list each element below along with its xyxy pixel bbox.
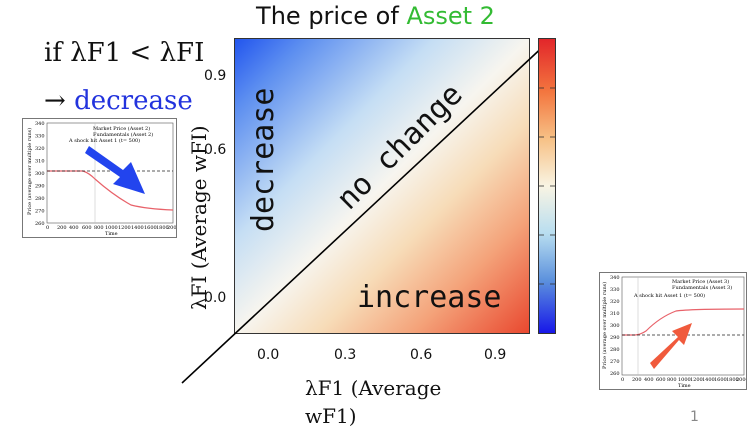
mini-right-ylabel: Price (average over multiple runs) (601, 282, 608, 369)
mini-right-legend-2: A shock hit Asset 1 (t= 500) (633, 292, 705, 299)
mini-right-ytick: 260 (610, 371, 620, 377)
mini-right-ytick: 300 (610, 323, 620, 329)
mini-left-xtick: 0 (46, 225, 49, 231)
mini-left-xtick: 1400 (131, 225, 144, 231)
x-tick-label: 0.0 (257, 347, 280, 363)
mini-right-xtick: 2000 (736, 377, 747, 383)
y-axis-label: λFI (Average wFI) (187, 125, 211, 310)
mini-left-xtick: 400 (69, 225, 79, 231)
mini-left-ytick: 270 (35, 209, 45, 215)
mini-chart-right: Market Price (Asset 3) Fundamentals (Ass… (599, 272, 747, 390)
mini-left-ytick: 310 (35, 159, 45, 165)
mini-right-yticks: 340 330 320 310 300 290 280 270 260 (610, 275, 620, 377)
no-change-diagonal (181, 41, 549, 384)
mini-left-ylabel: Price (average over multiple runs) (26, 128, 33, 215)
mini-left-ytick: 290 (35, 184, 45, 190)
mini-left-xtick: 800 (94, 225, 104, 231)
mini-left-xtick: 1000 (105, 225, 118, 231)
price-change-heatmap (234, 38, 530, 334)
mini-right-xtick: 800 (667, 377, 677, 383)
mini-left-xticks: 0 200 400 600 800 1000 1200 1400 1600 18… (46, 225, 177, 231)
y-tick-label: 0.6 (204, 142, 227, 158)
mini-left-xtick: 1800 (156, 225, 169, 231)
mini-left-xtick: 2000 (167, 225, 177, 231)
mini-left-down-arrow-icon (85, 146, 145, 194)
mini-left-ytick: 280 (35, 196, 45, 202)
mini-right-ytick: 310 (610, 311, 620, 317)
y-tick-label: 0.0 (204, 290, 227, 306)
mini-chart-left: Market Price (Asset 2) Fundamentals (Ass… (22, 118, 177, 238)
mini-left-xtick: 200 (57, 225, 67, 231)
colorbar-ticks (539, 87, 555, 285)
mini-right-legend-0: Market Price (Asset 3) (672, 278, 729, 285)
mini-right-xtick: 400 (644, 377, 654, 383)
mini-right-up-arrow-icon (650, 323, 692, 369)
rule-arrow: → (44, 86, 75, 116)
mini-left-xlabel: Time (105, 231, 118, 237)
mini-right-xticks: 0 200 400 600 800 1000 1200 1400 1600 18… (621, 377, 747, 383)
mini-right-xtick: 1800 (726, 377, 739, 383)
mini-right-xtick: 1000 (678, 377, 691, 383)
mini-left-ytick: 330 (35, 134, 45, 140)
mini-left-xtick: 1200 (118, 225, 131, 231)
mini-right-ytick: 340 (610, 275, 620, 281)
mini-right-xtick: 200 (632, 377, 642, 383)
rule-word: decrease (74, 86, 193, 116)
mini-left-xtick: 600 (82, 225, 92, 231)
mini-right-xlabel: Time (678, 383, 691, 389)
mini-left-yticks: 340 330 320 310 300 290 280 270 260 (35, 121, 45, 227)
mini-right-legend-1: Fundamentals (Asset 3) (672, 284, 732, 291)
page-number: 1 (690, 409, 699, 425)
rule-condition: if λF1 < λFI (44, 38, 205, 68)
mini-right-xtick: 1400 (702, 377, 715, 383)
mini-right-ytick: 320 (610, 299, 620, 305)
mini-left-legend-2: A shock hit Asset 1 (t= 500) (68, 137, 140, 144)
mini-left-ytick: 320 (35, 146, 45, 152)
mini-right-market-line (622, 308, 745, 336)
mini-right-ytick: 330 (610, 287, 620, 293)
mini-right-xtick: 1600 (714, 377, 727, 383)
mini-left-market-line (47, 170, 174, 211)
mini-left-ytick: 340 (35, 121, 45, 127)
mini-right-xtick: 0 (621, 377, 624, 383)
diagonal-line (181, 41, 549, 384)
slide-title: The price of Asset 2 (0, 2, 751, 30)
mini-left-xtick: 1600 (144, 225, 157, 231)
title-prefix: The price of (256, 2, 407, 30)
mini-left-legend-0: Market Price (Asset 2) (93, 125, 150, 132)
rule-result: → decrease (44, 86, 193, 116)
x-tick-label: 0.6 (410, 347, 433, 363)
mini-right-ytick: 280 (610, 347, 620, 353)
mini-right-ytick: 270 (610, 359, 620, 365)
region-label-increase: increase (357, 280, 502, 315)
x-tick-label: 0.3 (334, 347, 357, 363)
colorbar (538, 38, 556, 334)
mini-left-plot-frame (46, 122, 174, 224)
x-axis-label-line2: wF1) (305, 404, 357, 428)
title-accent: Asset 2 (406, 2, 495, 30)
mini-right-ytick: 290 (610, 335, 620, 341)
mini-right-plot-frame (621, 276, 745, 376)
mini-left-ytick: 260 (35, 221, 45, 227)
y-tick-label: 0.9 (204, 68, 227, 84)
mini-right-xtick: 1200 (690, 377, 703, 383)
mini-left-legend-1: Fundamentals (Asset 2) (93, 131, 153, 138)
region-label-decrease: decrease (246, 87, 281, 233)
x-tick-label: 0.9 (484, 347, 507, 363)
mini-left-ytick: 300 (35, 171, 45, 177)
x-axis-label-line1: λF1 (Average (305, 376, 442, 400)
mini-right-xtick: 600 (656, 377, 666, 383)
